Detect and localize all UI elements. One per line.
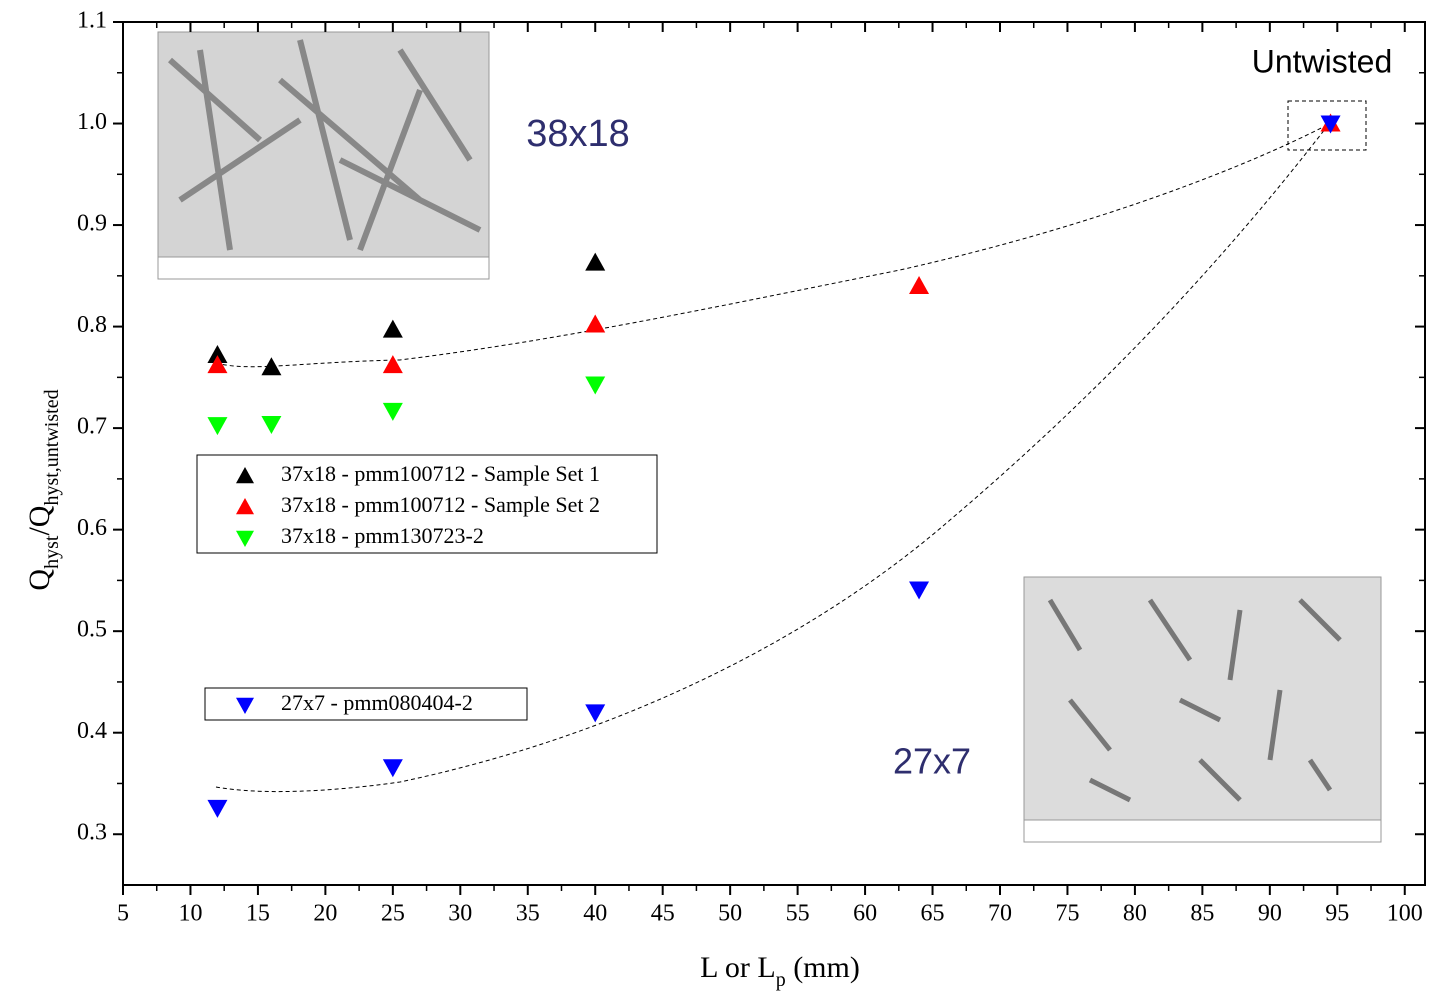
x-tick-label: 100: [1387, 901, 1423, 927]
marker: [207, 355, 228, 374]
y-tick-label: 1.0: [77, 109, 107, 135]
marker: [909, 275, 930, 294]
annotation: Untwisted: [1252, 43, 1393, 79]
y-tick-label: 0.7: [77, 414, 107, 440]
label-part: (mm): [786, 951, 860, 984]
x-tick-label: 90: [1258, 901, 1282, 927]
x-tick-label: 75: [1055, 901, 1079, 927]
legend-label: 37x18 - pmm130723-2: [281, 523, 484, 548]
y-tick-label: 0.4: [77, 718, 107, 744]
marker: [585, 252, 606, 271]
inset-image: [157, 31, 490, 280]
y-axis-title: Qhyst/Qhyst,untwisted: [23, 389, 63, 590]
label-part: p: [776, 969, 786, 991]
x-axis-title: L or Lp (mm): [700, 951, 860, 991]
inset-image: [1023, 576, 1382, 843]
marker: [207, 417, 228, 436]
x-tick-label: 10: [178, 901, 202, 927]
y-tick-label: 0.5: [77, 617, 107, 643]
annotation: 38x18: [526, 113, 630, 155]
x-tick-label: 60: [853, 901, 877, 927]
x-tick-label: 15: [246, 901, 270, 927]
label-part: hyst: [41, 535, 63, 569]
fit-curve: [215, 123, 1330, 368]
marker: [207, 345, 228, 364]
x-tick-label: 30: [448, 901, 472, 927]
marker: [1320, 115, 1341, 134]
legend-label: 37x18 - pmm100712 - Sample Set 2: [281, 492, 600, 517]
legend: [196, 454, 658, 554]
legend-label: 37x18 - pmm100712 - Sample Set 1: [281, 461, 600, 486]
label-part: L or L: [700, 951, 776, 984]
plot-frame: [122, 21, 1426, 886]
highlight-box: [1287, 100, 1367, 151]
marker: [207, 799, 228, 818]
y-tick-label: 0.9: [77, 211, 107, 237]
fit-curve: [215, 123, 1330, 793]
annotation: 27x7: [893, 741, 971, 782]
marker: [382, 759, 403, 778]
x-tick-label: 85: [1190, 901, 1214, 927]
y-tick-label: 0.6: [77, 515, 107, 541]
marker: [261, 357, 282, 376]
label-part: hyst,untwisted: [41, 389, 63, 505]
x-tick-label: 35: [516, 901, 540, 927]
legend-marker: [236, 467, 254, 484]
x-tick-label: 20: [313, 901, 337, 927]
y-tick-label: 0.3: [77, 820, 107, 846]
marker: [382, 319, 403, 338]
marker: [261, 416, 282, 435]
legend: [204, 687, 528, 721]
marker: [382, 402, 403, 421]
marker: [585, 314, 606, 333]
label-part: Q: [23, 569, 56, 591]
x-tick-label: 5: [117, 901, 129, 927]
marker: [585, 704, 606, 723]
y-tick-label: 0.8: [77, 312, 107, 338]
legend-marker: [236, 697, 254, 714]
x-tick-label: 45: [651, 901, 675, 927]
x-tick-label: 40: [583, 901, 607, 927]
label-part: /Q: [23, 505, 56, 535]
x-tick-label: 80: [1123, 901, 1147, 927]
x-tick-label: 55: [786, 901, 810, 927]
legend-marker: [236, 498, 254, 515]
marker: [585, 376, 606, 395]
x-tick-label: 95: [1325, 901, 1349, 927]
legend-marker: [236, 530, 254, 547]
x-tick-label: 50: [718, 901, 742, 927]
x-tick-label: 70: [988, 901, 1012, 927]
marker: [909, 581, 930, 600]
x-tick-label: 65: [921, 901, 945, 927]
marker: [382, 355, 403, 374]
x-tick-label: 25: [381, 901, 405, 927]
y-tick-label: 1.1: [77, 8, 107, 34]
legend-label: 27x7 - pmm080404-2: [281, 690, 473, 715]
